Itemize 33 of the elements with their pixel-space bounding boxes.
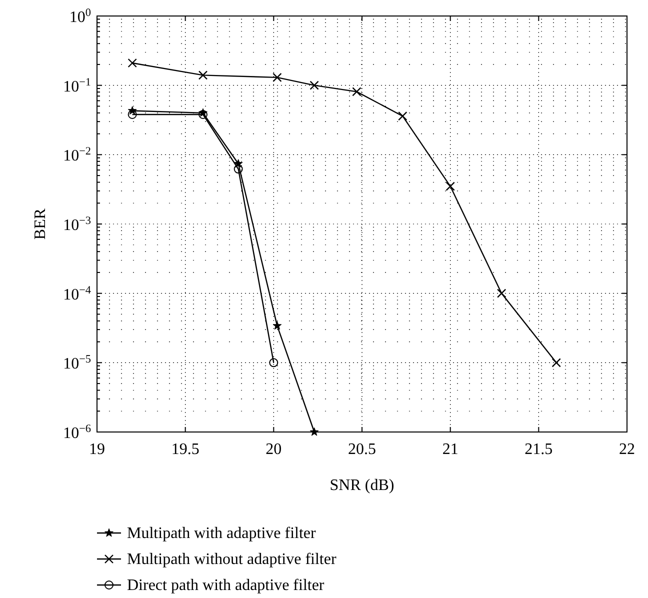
y-axis-title: BER <box>32 208 49 240</box>
legend-label: Direct path with adaptive filter <box>127 577 325 594</box>
point <box>272 321 282 330</box>
point <box>310 427 319 436</box>
point <box>310 80 319 90</box>
y-tick-label: 10$^{−3}$ <box>63 215 92 234</box>
legend-label: Multipath with adaptive filter <box>127 525 317 542</box>
x-tick-label: 19.5 <box>171 441 200 458</box>
point <box>128 110 137 119</box>
y-tick-label: 10$^{0}$ <box>69 7 92 26</box>
point <box>128 58 137 68</box>
x-tick-label: 22 <box>619 441 635 458</box>
point <box>398 111 408 121</box>
x-tick-label: 21.5 <box>524 441 553 458</box>
point <box>272 72 282 82</box>
legend-label: Multipath without adaptive filter <box>127 551 337 568</box>
point <box>234 164 243 174</box>
y-tick-label: 10$^{−2}$ <box>63 146 91 165</box>
y-tick-label: 10$^{−4}$ <box>63 284 92 304</box>
point <box>269 358 278 368</box>
x-tick-label: 20 <box>266 441 282 458</box>
y-tick-label: 10$^{−6}$ <box>63 423 92 442</box>
point <box>446 182 455 191</box>
y-tick-label: 10$^{−1}$ <box>63 76 91 96</box>
x-axis-title: SNR (dB) <box>330 477 394 494</box>
point <box>352 87 362 96</box>
x-tick-label: 20.5 <box>348 441 376 458</box>
point <box>552 358 561 368</box>
point <box>198 70 208 80</box>
x-tick-label: 21 <box>442 441 458 458</box>
x-tick-label: 19 <box>89 441 105 458</box>
y-tick-label: 10$^{−5}$ <box>63 354 92 373</box>
point <box>496 288 506 298</box>
